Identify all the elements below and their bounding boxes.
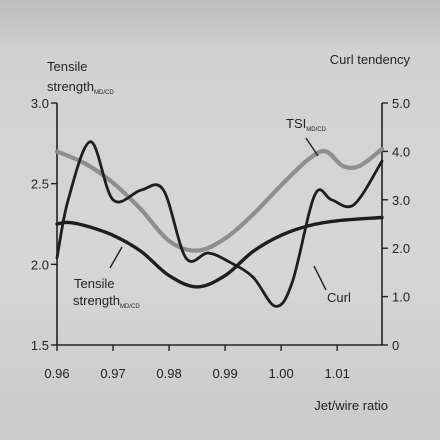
tensile-label-line1: Tensile	[74, 276, 114, 291]
y-left-axis-title-word: strength	[47, 79, 94, 94]
axis-ticks: 0.96 0.97 0.98 0.99 1.00 1.01 1.5 2.0 2.5 3.0 0 1.0…	[31, 96, 410, 381]
y-left-tick-label: 3.0	[31, 96, 49, 111]
tensile-label-sub: MD/CD	[120, 304, 140, 310]
y-right-tick-label: 3.0	[392, 193, 410, 208]
y-left-axis-title-line1: Tensile	[47, 59, 87, 74]
y-left-tick-label: 2.5	[31, 177, 49, 192]
x-tick-label: 1.01	[325, 366, 350, 381]
y-right-tick-label: 5.0	[392, 96, 410, 111]
y-right-axis-title: Curl tendency	[330, 52, 411, 67]
curl-label-leader	[313, 265, 327, 291]
tsi-label-main: TSI	[286, 116, 306, 131]
series-layer	[54, 140, 385, 308]
y-right-tick-label: 2.0	[392, 241, 410, 256]
y-right-tick-label: 4.0	[392, 144, 410, 159]
tensile-label-word: strength	[73, 293, 120, 308]
x-tick-label: 0.99	[212, 366, 237, 381]
y-left-axis-title-line2: strengthMD/CD	[47, 79, 114, 96]
curl-line	[55, 140, 384, 308]
x-axis-title: Jet/wire ratio	[314, 398, 388, 413]
tsi-label: TSIMD/CD	[286, 116, 327, 133]
y-left-tick-label: 2.0	[31, 257, 49, 272]
x-tick-label: 0.98	[156, 366, 181, 381]
tensile-label-leader	[109, 246, 123, 269]
y-right-tick-label: 1.0	[392, 290, 410, 305]
tsi-label-leader	[305, 137, 319, 157]
y-left-tick-label: 1.5	[31, 338, 49, 353]
tensile-line	[55, 215, 384, 289]
x-tick-label: 0.97	[100, 366, 125, 381]
x-tick-label: 1.00	[268, 366, 293, 381]
curl-label: Curl	[327, 290, 351, 305]
tensile-label-line2: strengthMD/CD	[73, 293, 140, 310]
x-tick-label: 0.96	[44, 366, 69, 381]
tsi-line	[54, 146, 385, 253]
y-right-tick-label: 0	[392, 338, 399, 353]
y-left-axis-title-sub: MD/CD	[94, 90, 114, 96]
tsi-label-sub: MD/CD	[306, 127, 326, 133]
